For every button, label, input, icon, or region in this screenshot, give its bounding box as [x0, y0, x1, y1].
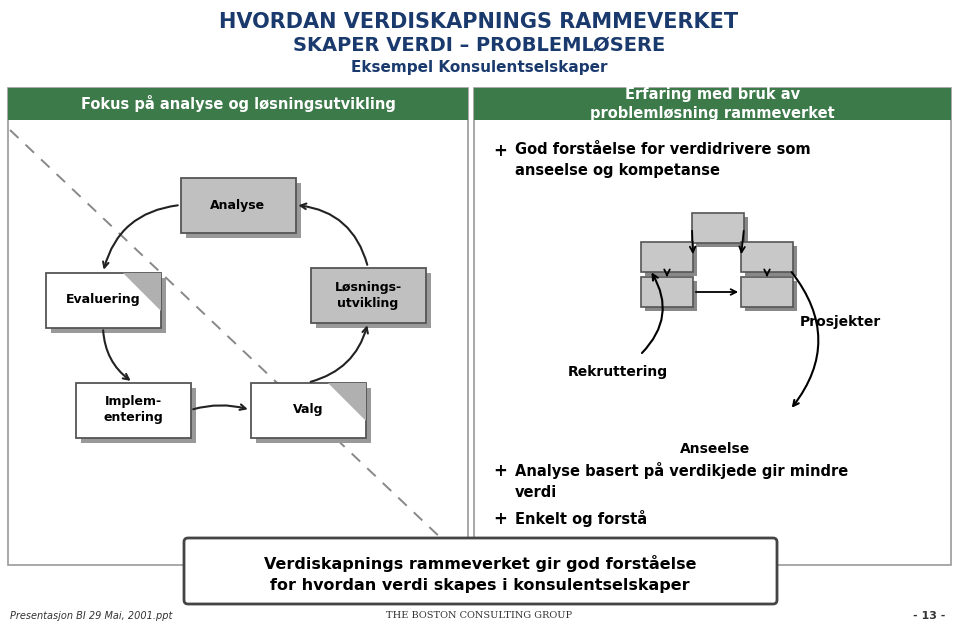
Text: Erfaring med bruk av
problemløsning rammeverket: Erfaring med bruk av problemløsning ramm…: [590, 87, 835, 121]
Text: Rekruttering: Rekruttering: [568, 365, 668, 379]
Text: Anseelse: Anseelse: [680, 442, 750, 456]
Bar: [645, 246, 697, 276]
Text: SKAPER VERDI – PROBLEMLØSERE: SKAPER VERDI – PROBLEMLØSERE: [292, 36, 666, 55]
Text: Eksempel Konsulentselskaper: Eksempel Konsulentselskaper: [351, 60, 607, 75]
Bar: [180, 177, 295, 233]
Bar: [76, 382, 191, 438]
Bar: [311, 268, 426, 322]
Bar: [474, 88, 951, 565]
Text: God forståelse for verdidrivere som
anseelse og kompetanse: God forståelse for verdidrivere som anse…: [515, 142, 810, 178]
Text: Implem-
entering: Implem- entering: [104, 396, 163, 424]
Bar: [81, 387, 196, 443]
Text: +: +: [493, 510, 507, 528]
Text: Fokus på analyse og løsningsutvikling: Fokus på analyse og løsningsutvikling: [81, 95, 395, 112]
Bar: [8, 88, 468, 120]
Bar: [250, 382, 365, 438]
Text: +: +: [493, 462, 507, 480]
Bar: [8, 88, 468, 565]
Polygon shape: [328, 382, 365, 421]
Bar: [645, 281, 697, 311]
Bar: [474, 88, 951, 120]
Bar: [641, 277, 693, 307]
Text: - 13 -: - 13 -: [913, 611, 945, 621]
Bar: [641, 242, 693, 272]
Bar: [316, 273, 431, 327]
Bar: [745, 246, 797, 276]
Text: Analyse basert på verdikjede gir mindre
verdi: Analyse basert på verdikjede gir mindre …: [515, 462, 849, 500]
Bar: [255, 387, 370, 443]
Text: Prosjekter: Prosjekter: [800, 315, 880, 329]
Polygon shape: [123, 273, 160, 310]
Bar: [741, 242, 793, 272]
Text: Enkelt og forstå: Enkelt og forstå: [515, 510, 647, 527]
Bar: [692, 213, 744, 243]
Bar: [741, 277, 793, 307]
Bar: [51, 278, 166, 332]
Text: Valg: Valg: [292, 404, 323, 416]
Bar: [745, 281, 797, 311]
Text: Presentasjon BI 29 Mai, 2001.ppt: Presentasjon BI 29 Mai, 2001.ppt: [10, 611, 173, 621]
Bar: [185, 182, 300, 238]
Text: Løsnings-
utvikling: Løsnings- utvikling: [335, 280, 402, 310]
Text: Evaluering: Evaluering: [65, 293, 140, 307]
Bar: [45, 273, 160, 327]
Bar: [696, 217, 748, 247]
Text: Verdiskapnings rammeverket gir god forståelse
for hvordan verdi skapes i konsule: Verdiskapnings rammeverket gir god forst…: [264, 555, 696, 593]
Text: HVORDAN VERDISKAPNINGS RAMMEVERKET: HVORDAN VERDISKAPNINGS RAMMEVERKET: [220, 12, 738, 32]
Text: Analyse: Analyse: [210, 199, 266, 211]
FancyBboxPatch shape: [184, 538, 777, 604]
Text: THE BOSTON CONSULTING GROUP: THE BOSTON CONSULTING GROUP: [386, 611, 573, 621]
Text: +: +: [493, 142, 507, 160]
